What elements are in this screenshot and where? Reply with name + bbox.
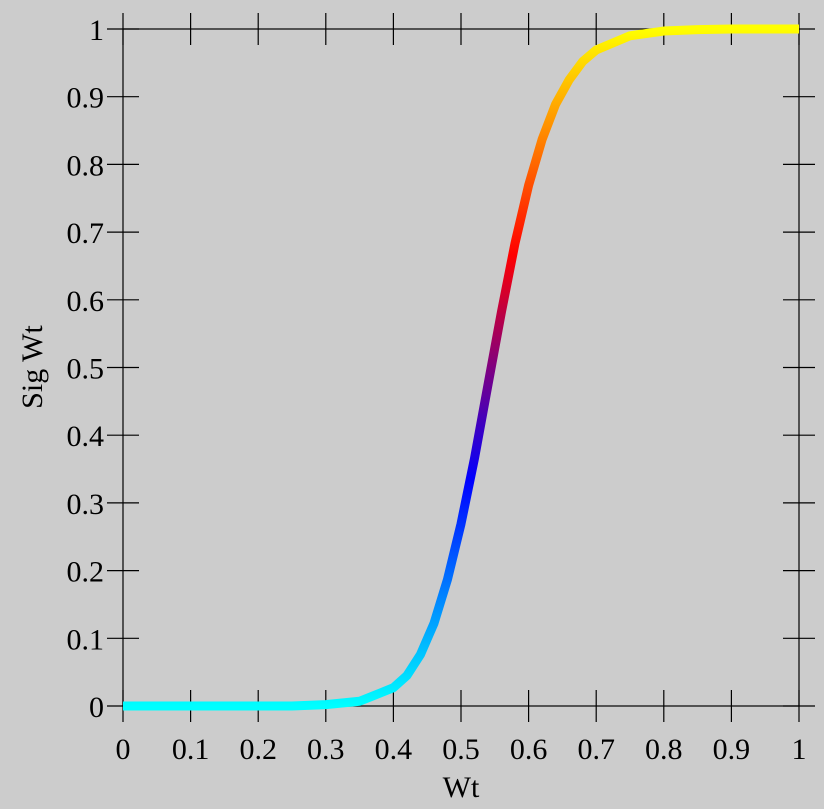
x-tick-label: 0 (116, 733, 131, 766)
x-axis-title: Wt (443, 771, 480, 804)
x-tick-label: 0.4 (375, 733, 413, 766)
y-tick-label: 0.9 (67, 82, 105, 115)
x-tick-label: 0.9 (713, 733, 751, 766)
x-tick-label: 0.7 (577, 733, 615, 766)
y-tick-label: 0.3 (67, 488, 105, 521)
y-axis-title: Sig Wt (16, 325, 49, 409)
x-tick-label: 0.8 (645, 733, 683, 766)
x-tick-label: 1 (792, 733, 807, 766)
y-tick-label: 0 (89, 691, 104, 724)
y-tick-label: 0.4 (67, 420, 105, 453)
x-tick-label: 0.6 (510, 733, 548, 766)
x-tick-label: 0.2 (239, 733, 277, 766)
y-tick-label: 0.2 (67, 556, 105, 589)
y-tick-label: 0.6 (67, 285, 105, 318)
tick-marks (107, 13, 815, 722)
plot-frame (122, 28, 800, 707)
x-tick-label: 0.1 (172, 733, 210, 766)
x-tick-label: 0.5 (442, 733, 480, 766)
x-tick-label: 0.3 (307, 733, 345, 766)
y-tick-label: 0.8 (67, 149, 105, 182)
x-tick-labels: 0 0.1 0.2 0.3 0.4 0.5 0.6 0.7 0.8 0.9 1 (116, 733, 807, 766)
y-tick-label: 1 (89, 14, 104, 47)
y-tick-label: 0.7 (67, 217, 105, 250)
y-tick-label: 0.5 (67, 353, 105, 386)
sigmoid-line (123, 24, 799, 711)
y-tick-labels: 0 0.1 0.2 0.3 0.4 0.5 0.6 0.7 0.8 0.9 1 (67, 14, 105, 724)
y-tick-label: 0.1 (67, 623, 105, 656)
